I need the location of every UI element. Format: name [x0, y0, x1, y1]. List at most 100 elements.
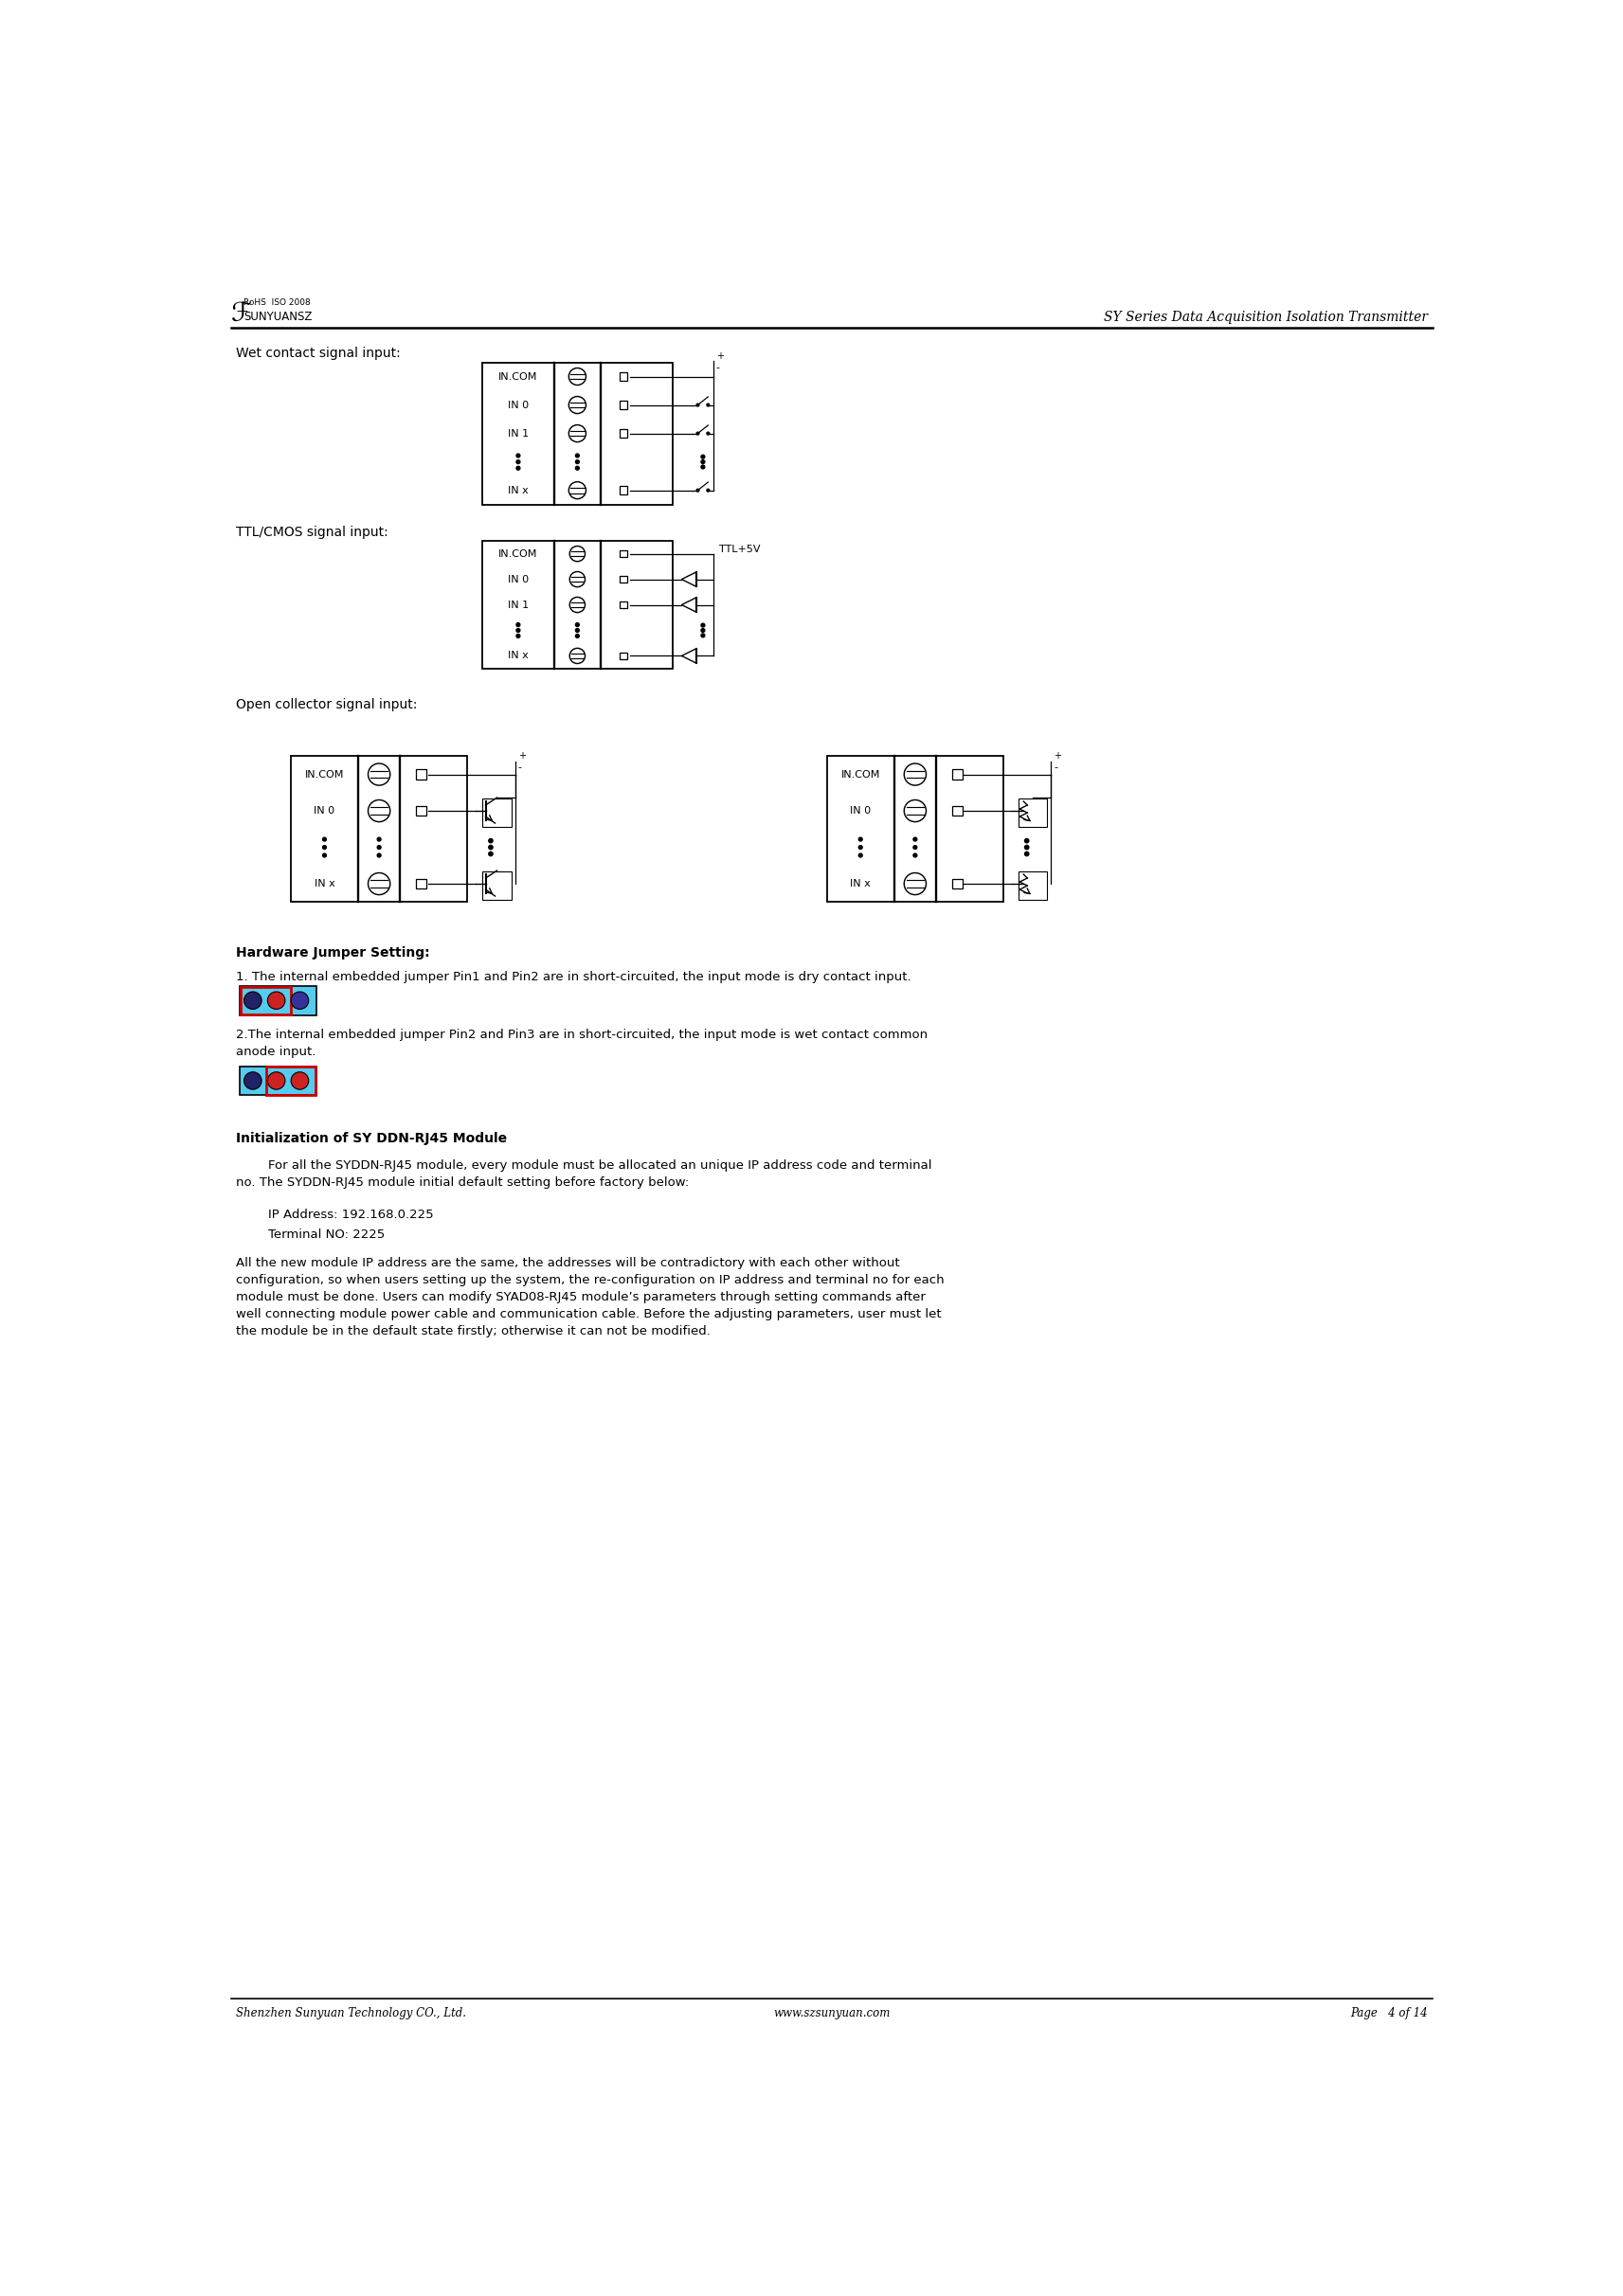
Circle shape [576, 622, 579, 627]
Circle shape [516, 466, 519, 471]
Circle shape [696, 432, 700, 434]
Circle shape [323, 838, 326, 840]
Circle shape [576, 459, 579, 464]
Circle shape [576, 629, 579, 631]
Bar [618, 487, 626, 494]
Bar [240, 987, 291, 1015]
Text: SUNYUANSZ: SUNYUANSZ [243, 310, 312, 324]
Circle shape [914, 838, 917, 840]
Text: IN 0: IN 0 [508, 400, 529, 409]
Circle shape [859, 845, 862, 850]
Bar [828, 755, 1003, 902]
Bar [482, 870, 511, 900]
Text: +: + [716, 351, 724, 360]
Circle shape [1024, 838, 1029, 843]
Text: IN 0: IN 0 [508, 574, 529, 583]
Circle shape [489, 845, 493, 850]
Circle shape [859, 854, 862, 856]
Text: TTL/CMOS signal input:: TTL/CMOS signal input: [235, 526, 388, 540]
Text: IN 0: IN 0 [313, 806, 334, 815]
Bar [618, 372, 626, 381]
Bar [415, 806, 427, 815]
Text: IN 1: IN 1 [508, 429, 529, 439]
Circle shape [706, 432, 709, 434]
Text: IP Address: 192.168.0.225
        Terminal NO: 2225: IP Address: 192.168.0.225 Terminal NO: 2… [235, 1208, 433, 1240]
Bar [482, 363, 674, 505]
Text: IN x: IN x [315, 879, 334, 889]
Bar [415, 879, 427, 889]
Circle shape [268, 992, 286, 1010]
Text: +: + [518, 751, 526, 760]
Circle shape [701, 455, 704, 459]
Circle shape [516, 629, 519, 631]
Text: All the new module IP address are the same, the addresses will be contradictory : All the new module IP address are the sa… [235, 1258, 945, 1339]
Circle shape [706, 489, 709, 491]
Circle shape [516, 459, 519, 464]
Circle shape [377, 838, 381, 840]
Text: IN x: IN x [850, 879, 872, 889]
Circle shape [1024, 845, 1029, 850]
Circle shape [516, 455, 519, 457]
Text: Open collector signal input:: Open collector signal input: [235, 698, 417, 712]
Bar [620, 551, 626, 558]
Text: TTL+5V: TTL+5V [719, 544, 760, 553]
Text: +: + [1053, 751, 1061, 760]
Circle shape [243, 1072, 261, 1091]
Text: IN x: IN x [508, 484, 529, 496]
Bar [620, 602, 626, 608]
Text: -: - [716, 363, 721, 372]
Bar [482, 542, 674, 668]
Bar [620, 652, 626, 659]
Circle shape [701, 634, 704, 638]
Text: -: - [518, 762, 521, 771]
Circle shape [243, 992, 261, 1010]
Bar [618, 402, 626, 409]
Text: SY Series Data Acquisition Isolation Transmitter: SY Series Data Acquisition Isolation Tra… [1104, 310, 1428, 324]
Text: IN.COM: IN.COM [305, 769, 344, 778]
Bar [291, 755, 467, 902]
Circle shape [377, 854, 381, 856]
Circle shape [516, 634, 519, 638]
Text: IN.COM: IN.COM [841, 769, 880, 778]
Text: Wet contact signal input:: Wet contact signal input: [235, 347, 401, 360]
Circle shape [859, 838, 862, 840]
Bar [953, 769, 962, 781]
Text: Initialization of SY DDN-RJ45 Module: Initialization of SY DDN-RJ45 Module [235, 1132, 506, 1146]
Bar [620, 576, 626, 583]
Bar [953, 879, 962, 889]
Circle shape [291, 1072, 308, 1091]
Text: 2.The internal embedded jumper Pin2 and Pin3 are in short-circuited, the input m: 2.The internal embedded jumper Pin2 and … [235, 1029, 928, 1058]
Circle shape [576, 634, 579, 638]
Circle shape [1024, 852, 1029, 856]
Circle shape [323, 845, 326, 850]
Circle shape [914, 845, 917, 850]
Text: Page   4 of 14: Page 4 of 14 [1350, 2007, 1428, 2018]
Circle shape [489, 852, 493, 856]
Text: -: - [1053, 762, 1058, 771]
Text: IN.COM: IN.COM [498, 372, 537, 381]
Bar [240, 1065, 316, 1095]
Bar [266, 1068, 316, 1095]
Text: IN x: IN x [508, 652, 529, 661]
Circle shape [489, 838, 493, 843]
Circle shape [516, 622, 519, 627]
Circle shape [696, 489, 700, 491]
Bar [482, 799, 511, 827]
Circle shape [268, 1072, 286, 1091]
Text: Hardware Jumper Setting:: Hardware Jumper Setting: [235, 946, 430, 960]
Bar [240, 985, 316, 1015]
Text: Shenzhen Sunyuan Technology CO., Ltd.: Shenzhen Sunyuan Technology CO., Ltd. [235, 2007, 466, 2018]
Bar [1019, 799, 1047, 827]
Text: RoHS  ISO 2008: RoHS ISO 2008 [243, 298, 310, 308]
Circle shape [377, 845, 381, 850]
Circle shape [914, 854, 917, 856]
Bar [618, 429, 626, 439]
Text: IN 0: IN 0 [850, 806, 872, 815]
Text: www.szsunyuan.com: www.szsunyuan.com [773, 2007, 891, 2018]
Circle shape [576, 466, 579, 471]
Circle shape [701, 459, 704, 464]
Bar [953, 806, 962, 815]
Circle shape [701, 629, 704, 631]
Circle shape [323, 854, 326, 856]
Text: IN.COM: IN.COM [498, 549, 537, 558]
